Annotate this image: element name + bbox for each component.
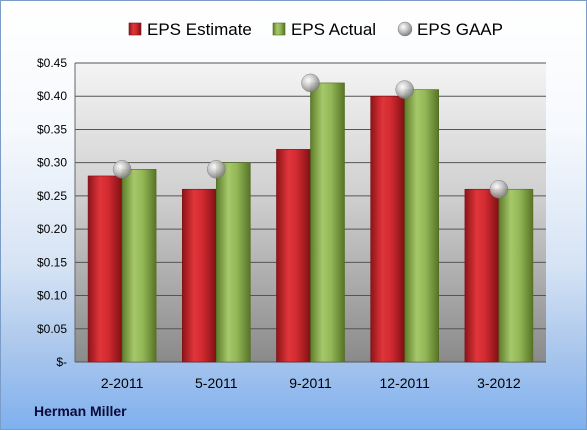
legend-swatch — [128, 22, 142, 36]
y-tick-label: $0.45 — [37, 56, 67, 70]
y-tick-label: $0.20 — [37, 222, 67, 236]
y-tick-label: $0.05 — [37, 322, 67, 336]
marker-eps-gaap — [395, 80, 414, 99]
legend-label: EPS Estimate — [147, 20, 252, 39]
marker-eps-gaap — [489, 179, 509, 199]
y-tick-label: $0.10 — [37, 289, 67, 303]
y-tick-label: $0.40 — [37, 89, 67, 103]
legend-swatch — [397, 21, 413, 37]
bar-eps-actual — [216, 162, 251, 363]
bar-eps-estimate — [87, 175, 123, 363]
bar-eps-actual — [310, 82, 345, 363]
legend-swatch — [272, 22, 286, 36]
bar-eps-estimate — [276, 149, 311, 363]
bar-eps-actual — [404, 89, 440, 363]
legend-label: EPS Actual — [291, 20, 376, 39]
bar-eps-estimate — [182, 188, 217, 363]
x-tick-label: 2-2011 — [101, 375, 144, 391]
x-tick-label: 12-2011 — [380, 375, 431, 391]
y-tick-label: $0.15 — [37, 255, 67, 269]
y-tick-label: $0.25 — [37, 189, 67, 203]
bar-eps-estimate — [464, 188, 500, 363]
marker-eps-gaap — [207, 160, 226, 179]
marker-eps-gaap — [301, 73, 320, 93]
y-tick-label: $- — [56, 355, 67, 369]
x-tick-label: 9-2011 — [289, 375, 332, 391]
x-tick-label: 5-2011 — [195, 375, 238, 391]
marker-eps-gaap — [112, 160, 132, 179]
x-tick-label: 3-2012 — [477, 375, 521, 391]
y-tick-label: $0.35 — [37, 122, 67, 136]
company-name: Herman Miller — [34, 403, 127, 419]
bar-eps-actual — [498, 188, 534, 363]
legend-label: EPS GAAP — [417, 20, 503, 39]
bar-eps-actual — [121, 169, 157, 363]
bar-eps-estimate — [370, 95, 406, 363]
y-tick-label: $0.30 — [37, 156, 67, 170]
